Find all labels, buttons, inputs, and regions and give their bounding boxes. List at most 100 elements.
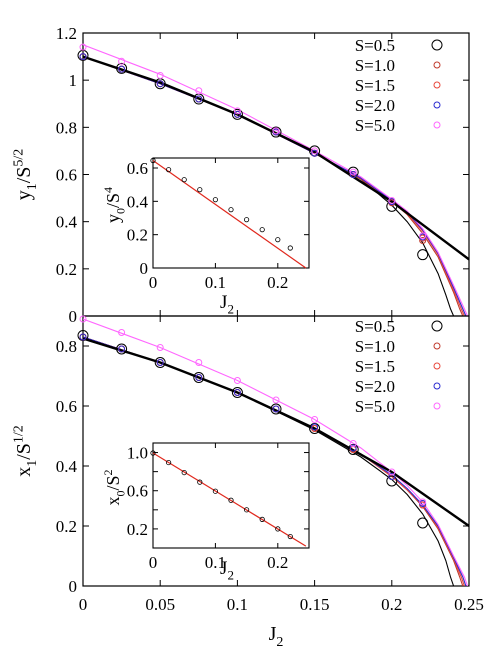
- data-point: [118, 65, 126, 73]
- y-axis-label: y1/S5/2: [11, 149, 40, 201]
- data-point: [388, 468, 396, 476]
- x-axis-label-part: J: [269, 623, 277, 645]
- inset-y-axis-label-part: 0: [113, 491, 127, 497]
- data-point: [156, 80, 164, 88]
- data-point: [156, 344, 164, 351]
- data-point: [349, 168, 357, 176]
- panel-bottom: 00.20.40.60.80 0.05 0.1 0.15 0.2 0.25x1/S1/2J…: [11, 315, 484, 650]
- inset-data-point: [287, 533, 293, 540]
- legend-label: S=1.0: [355, 56, 395, 75]
- data-point: [233, 110, 241, 118]
- inset-frame: [152, 442, 310, 549]
- legend-marker: [433, 362, 441, 370]
- data-point: [79, 43, 87, 51]
- data-point: [118, 345, 126, 353]
- inset-data-point: [228, 207, 234, 213]
- curve-theory: [83, 337, 469, 527]
- x-tick-label: 0.15: [300, 595, 330, 614]
- data-point: [311, 147, 319, 155]
- x-tick-label: 0.25: [454, 595, 484, 614]
- data-point: [419, 232, 427, 240]
- inset-y-axis-label-part: /S: [103, 193, 123, 208]
- inset-x-axis-label: J2: [220, 292, 234, 317]
- y-axis-label-part: y: [13, 190, 35, 200]
- data-point: [386, 200, 398, 212]
- y-axis-label-part: 1/2: [11, 425, 26, 443]
- legend-label: S=5.0: [355, 116, 395, 135]
- y-axis-label-part: 5/2: [11, 149, 26, 167]
- inset-x-axis-label: J2: [220, 558, 234, 583]
- data-point: [231, 108, 243, 120]
- curve-theory: [83, 55, 469, 261]
- data-point: [193, 372, 205, 383]
- y-tick-label: 0.4: [56, 457, 78, 476]
- legend-marker: [433, 382, 441, 390]
- inset-data-point: [212, 488, 218, 494]
- data-point: [233, 389, 241, 396]
- data-point: [156, 359, 164, 366]
- legend-marker: [433, 121, 441, 129]
- y-tick-label: 0: [69, 307, 78, 326]
- inset-data-point: [150, 157, 156, 164]
- inset-y-axis-label-part: /S: [103, 475, 123, 490]
- data-point: [195, 359, 203, 366]
- data-point: [195, 374, 203, 381]
- inset-data-point: [181, 177, 187, 183]
- inset-data-point: [259, 227, 265, 233]
- inset-y-tick-label: 0.2: [127, 520, 148, 539]
- data-point: [311, 149, 319, 157]
- inset-y-axis-label-part: 4: [101, 187, 115, 193]
- y-axis-label-part: /S: [13, 167, 35, 184]
- legend-label: S=1.0: [355, 337, 395, 356]
- inset-x-tick-label: 0.1: [205, 553, 226, 572]
- data-point: [156, 71, 164, 79]
- inset-y-axis-label-part: 0: [113, 208, 127, 214]
- legend-marker: [431, 39, 443, 51]
- data-point: [272, 127, 280, 135]
- data-point: [233, 107, 241, 115]
- data-point: [386, 475, 398, 487]
- inset-frame: [152, 157, 310, 269]
- inset-fit-line: [152, 452, 307, 547]
- legend-label: S=1.5: [355, 76, 395, 95]
- data-point: [417, 249, 429, 261]
- data-point: [233, 377, 241, 384]
- legend-marker: [433, 101, 441, 109]
- x-tick-label: 0.1: [227, 595, 248, 614]
- data-point: [270, 126, 282, 138]
- data-point: [79, 315, 87, 323]
- inset-x-axis-label-part: 2: [227, 568, 234, 583]
- legend-label: S=0.5: [355, 317, 395, 336]
- legend-label: S=0.5: [355, 36, 395, 55]
- curve-S50: [83, 44, 469, 316]
- inset-data-point: [181, 469, 187, 476]
- data-point: [154, 357, 166, 368]
- y-tick-label: 1.2: [56, 24, 77, 43]
- y-axis-label-part: x: [13, 467, 35, 477]
- inset-data-point: [259, 516, 265, 522]
- inset-x-axis-label-part: J: [220, 292, 227, 313]
- data-point: [419, 498, 427, 506]
- y-tick-label: 0: [69, 577, 78, 596]
- inset-x-axis-label-part: J: [220, 558, 227, 579]
- inset-y-tick-label: 1.0: [127, 444, 148, 463]
- y-tick-label: 0.2: [56, 260, 77, 279]
- panel-top: 00.20.40.60.811.2y1/S5/2S=0.5S=1.0S=1.5S…: [11, 24, 470, 326]
- data-point: [349, 440, 357, 447]
- y-tick-label: 0.6: [56, 166, 77, 185]
- inset-y-axis-label-part: x: [103, 497, 123, 506]
- y-axis-label-part: 1: [25, 183, 40, 190]
- inset-fit-line: [152, 160, 307, 269]
- data-point: [116, 62, 128, 74]
- x-tick-label: 0: [79, 595, 88, 614]
- legend-label: S=1.5: [355, 357, 395, 376]
- data-point: [388, 473, 396, 480]
- data-point: [311, 423, 319, 431]
- legend-marker: [433, 81, 441, 89]
- x-tick-label: 0.05: [145, 595, 175, 614]
- inset-data-point: [197, 479, 203, 485]
- legend-label: S=2.0: [355, 377, 395, 396]
- legend-marker: [433, 402, 441, 410]
- inset-y-tick-label: 0.2: [127, 226, 148, 245]
